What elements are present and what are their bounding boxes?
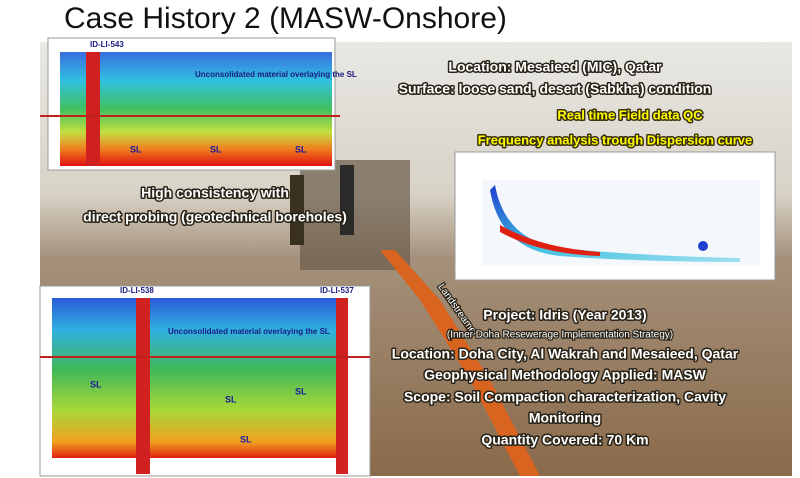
project-line: Geophysical Methodology Applied: MASW (424, 367, 707, 383)
borehole (86, 52, 100, 166)
project-line: Location: Doha City, Al Wakrah and Mesai… (392, 346, 739, 362)
layer-label: SL (90, 379, 102, 389)
project-line: Scope: Soil Compaction characterization,… (404, 389, 726, 405)
consistency-text: direct probing (geotechnical boreholes) (83, 209, 347, 225)
layer-label: SL (295, 144, 307, 154)
consistency-text: High consistency with (141, 185, 289, 201)
project-name: Project: Idris (Year 2013) (483, 307, 646, 323)
borehole-label: ID-LI-537 (320, 286, 354, 295)
project-subtitle: (Inner Doha Resewerage Implementation St… (447, 330, 673, 341)
qc-heading: Real time Field data QC (557, 107, 703, 122)
layer-label: SL (225, 394, 237, 404)
qc-heading: Frequency analysis trough Dispersion cur… (478, 132, 753, 147)
person (340, 165, 354, 235)
dispersion-spot (698, 241, 708, 251)
layer-label: SL (130, 144, 142, 154)
dispersion-peak (500, 225, 600, 256)
project-line: Monitoring (529, 410, 601, 426)
layer-label: SL (210, 144, 222, 154)
velocity-section (52, 298, 342, 458)
borehole (136, 298, 150, 474)
borehole-label: ID-LI-543 (90, 40, 124, 49)
figure-note: Unconsolidated material overlaying the S… (195, 70, 357, 79)
person (290, 175, 304, 245)
streamer (380, 250, 540, 476)
velocity-section (60, 52, 332, 166)
site-location: Location: Mesaieed (MIC), Qatar (448, 59, 662, 75)
slide-title: Case History 2 (MASW-Onshore) (64, 2, 507, 35)
layer-label: SL (295, 386, 307, 396)
layer-label: SL (240, 434, 252, 444)
site-surface: Surface: loose sand, desert (Sabkha) con… (399, 81, 712, 97)
project-line: Quantity Covered: 70 Km (481, 432, 648, 448)
borehole (336, 298, 348, 474)
borehole-label: ID-LI-538 (120, 286, 154, 295)
figure-note: Unconsolidated material overlaying the S… (168, 327, 330, 336)
dispersion-plot (482, 180, 760, 266)
